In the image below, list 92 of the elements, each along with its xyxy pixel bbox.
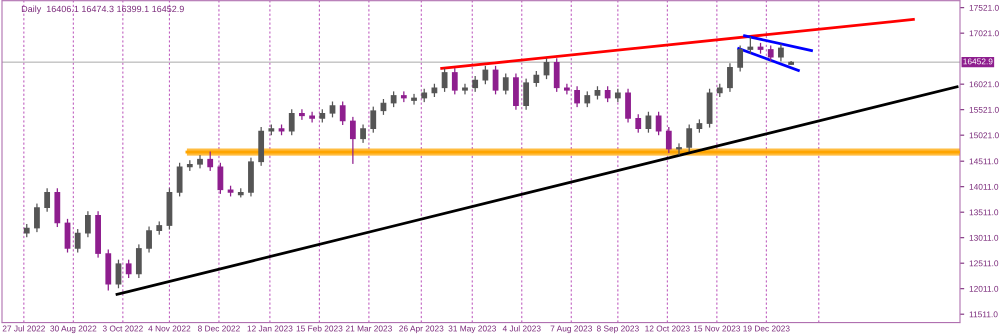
- y-tick-label: 17021.0: [970, 30, 999, 36]
- candlestick: [646, 111, 652, 134]
- candlestick: [319, 108, 326, 124]
- candlestick: [656, 111, 662, 136]
- candlestick: [604, 86, 611, 103]
- candlestick: [421, 88, 428, 103]
- candlestick: [492, 65, 498, 96]
- candlestick: [390, 90, 397, 108]
- candlestick: [472, 75, 478, 92]
- candlestick: [34, 202, 40, 233]
- y-tick-label: 13011.0: [970, 234, 998, 241]
- candlestick: [85, 210, 91, 238]
- candlestick: [574, 86, 580, 108]
- candlestick: [400, 90, 407, 103]
- candlestick: [238, 188, 244, 198]
- candlestick: [330, 100, 336, 118]
- y-tick-label: 13511.0: [970, 209, 998, 216]
- candlestick: [350, 116, 356, 165]
- x-tick-label: 8 Dec 2022: [198, 326, 240, 332]
- candlestick: [24, 223, 30, 238]
- y-tick-label: 12011.0: [970, 286, 998, 292]
- candlestick: [217, 162, 224, 194]
- candlestick: [288, 108, 295, 136]
- y-tick-label: 15021.0: [970, 132, 999, 138]
- candlestick: [747, 36, 754, 54]
- candlestick: [696, 118, 702, 134]
- candlestick: [74, 228, 81, 254]
- candlestick: [442, 68, 448, 92]
- x-tick-label: 7 Aug 2023: [550, 326, 592, 334]
- candlestick: [432, 83, 438, 98]
- y-tick-label: 15521.0: [970, 106, 999, 113]
- candlestick: [482, 65, 488, 85]
- candlestick: [309, 111, 316, 124]
- candlestick: [462, 83, 468, 96]
- x-tick-label: 31 May 2023: [448, 326, 496, 334]
- candlestick: [502, 72, 509, 96]
- candlestick: [594, 86, 600, 100]
- x-tick-label: 4 Jul 2023: [502, 325, 541, 332]
- candlestick: [370, 106, 376, 134]
- candlestick: [207, 150, 214, 172]
- candlestick: [146, 226, 152, 254]
- candlestick: [716, 83, 723, 98]
- candlestick: [452, 68, 458, 96]
- ref-line-label: 16452.9: [963, 58, 993, 64]
- x-tick-label: 27 Jul 2022: [2, 325, 45, 332]
- candlestick: [544, 58, 550, 80]
- candlestick: [411, 93, 417, 106]
- candlestick: [737, 44, 744, 72]
- candlestick: [340, 100, 346, 126]
- candlestick: [197, 154, 203, 169]
- candlestick: [666, 126, 672, 154]
- candlestick: [614, 88, 621, 103]
- candlestick: [584, 90, 590, 108]
- candlestick: [299, 108, 305, 121]
- x-tick-label: 15 Nov 2023: [694, 326, 740, 332]
- y-tick-label: 14011.0: [970, 184, 998, 190]
- y-tick-label: 16021.0: [970, 81, 999, 88]
- x-tick-label: 12 Oct 2023: [645, 326, 690, 332]
- candlestick: [758, 42, 764, 54]
- y-tick-label: 12511.0: [970, 260, 998, 266]
- candlestick: [676, 142, 682, 156]
- y-tick-label: 11511.0: [970, 311, 998, 318]
- candlestick: [228, 185, 234, 198]
- candlestick: [768, 44, 774, 62]
- x-tick-label: 8 Sep 2023: [596, 326, 639, 334]
- x-tick-label: 26 Apr 2023: [399, 326, 444, 334]
- candlestick: [360, 124, 366, 144]
- x-tick-label: 30 Aug 2022: [50, 326, 96, 334]
- candlestick: [44, 188, 50, 212]
- text: Daily 16406.1 16474.3 16399.1 16452.9: [22, 6, 184, 14]
- candlestick: [523, 78, 530, 110]
- candlestick: [533, 70, 540, 88]
- candlestick: [126, 259, 132, 279]
- x-tick-label: 4 Nov 2022: [148, 326, 190, 332]
- candlestick: [564, 83, 570, 96]
- candlestick: [186, 160, 193, 172]
- x-tick-label: 15 Feb 2023: [296, 325, 342, 332]
- candlestick: [116, 259, 122, 289]
- candlestick: [380, 98, 386, 116]
- candlestick: [686, 124, 692, 152]
- x-tick-label: 3 Oct 2022: [102, 326, 143, 332]
- candlestick: [778, 43, 784, 62]
- x-tick-label: 19 Dec 2023: [743, 326, 790, 332]
- x-tick-label: 12 Jan 2023: [248, 326, 292, 332]
- candlestick: [156, 220, 162, 236]
- y-tick-label: 17521.0: [970, 4, 999, 11]
- y-tick-label: 14511.0: [970, 158, 998, 164]
- candlestick: [635, 114, 642, 134]
- candlestick: [727, 62, 733, 92]
- candlestick: [268, 124, 274, 136]
- x-tick-label: 21 Mar 2023: [346, 326, 392, 332]
- candlestick: [278, 124, 284, 136]
